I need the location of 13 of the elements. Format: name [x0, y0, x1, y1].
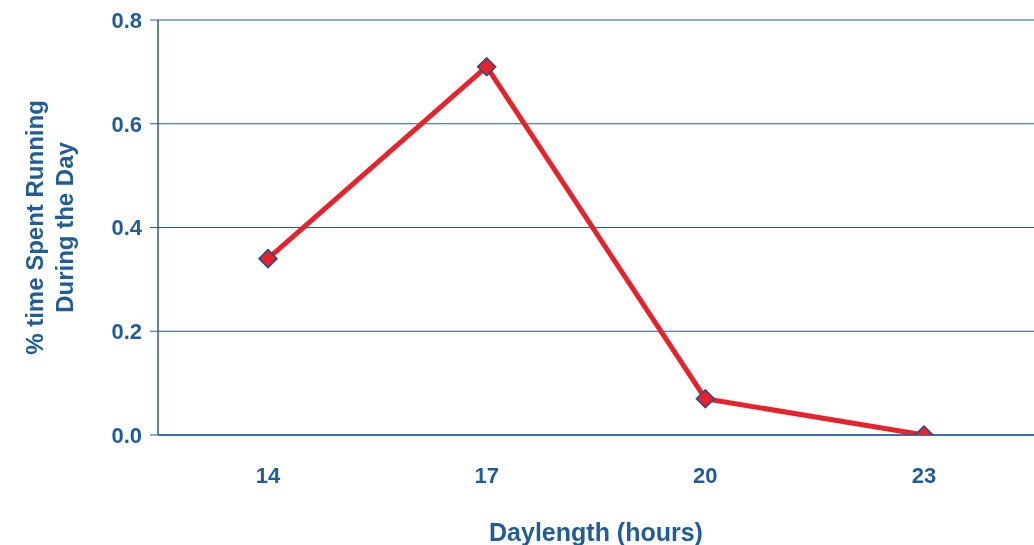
y-tick-label: 0.0 — [111, 422, 142, 448]
x-tick-label: 23 — [911, 462, 937, 488]
point — [695, 388, 716, 409]
y-tick-label: 0.8 — [111, 7, 142, 33]
y-axis-title: % time Spent Running During the Day — [20, 100, 78, 355]
point — [258, 248, 278, 269]
y-tick-label: 0.4 — [111, 215, 143, 241]
x-tick-label: 14 — [255, 462, 281, 488]
point — [476, 56, 497, 77]
x-tick-label: 17 — [474, 462, 499, 488]
x-tick-label: 20 — [693, 462, 718, 488]
y-tick-label: 0.6 — [111, 111, 142, 137]
y-tick-label: 0.2 — [111, 319, 142, 345]
